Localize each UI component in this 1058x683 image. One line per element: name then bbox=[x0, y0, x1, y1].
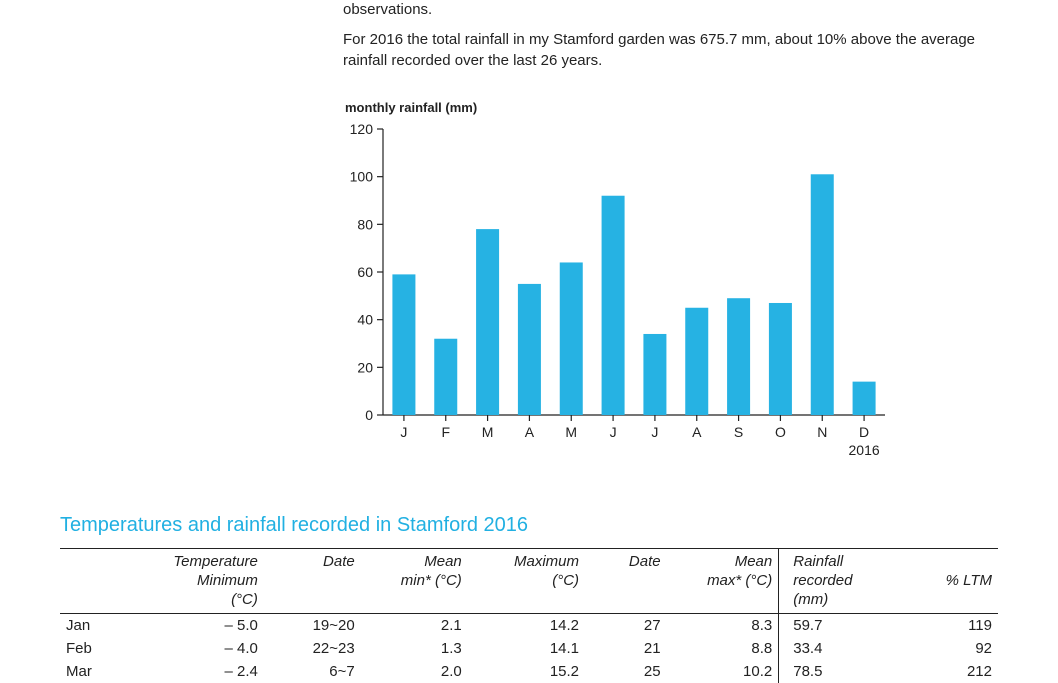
table-cell: – 4.0 bbox=[111, 637, 264, 660]
table-cell: 6~7 bbox=[264, 660, 361, 683]
intro-text-1: observations. bbox=[343, 0, 983, 20]
table-cell: 92 bbox=[911, 637, 998, 660]
table-cell: 8.8 bbox=[667, 637, 779, 660]
table-head: Temperature Minimum(°C) Date Meanmin* (°… bbox=[60, 549, 998, 614]
th-ltm: % LTM bbox=[911, 549, 998, 614]
th-meanmax: Meanmax* (°C) bbox=[667, 549, 779, 614]
table-cell: Feb bbox=[60, 637, 111, 660]
th-tempmin: Temperature Minimum(°C) bbox=[111, 549, 264, 614]
svg-text:A: A bbox=[525, 424, 535, 440]
section-title: Temperatures and rainfall recorded in St… bbox=[60, 514, 528, 537]
svg-text:2016: 2016 bbox=[849, 442, 880, 458]
table-cell: 59.7 bbox=[779, 614, 912, 638]
svg-text:M: M bbox=[482, 424, 494, 440]
svg-text:S: S bbox=[734, 424, 743, 440]
table-cell: 10.2 bbox=[667, 660, 779, 683]
svg-text:120: 120 bbox=[350, 121, 374, 137]
th-rain: Rainfall recorded(mm) bbox=[779, 549, 912, 614]
table-cell: 27 bbox=[585, 614, 667, 638]
data-table: Temperature Minimum(°C) Date Meanmin* (°… bbox=[60, 548, 998, 683]
table-cell: 14.1 bbox=[468, 637, 585, 660]
table-cell: 2.1 bbox=[361, 614, 468, 638]
table-cell: 15.2 bbox=[468, 660, 585, 683]
svg-text:J: J bbox=[651, 424, 658, 440]
intro-block: observations. For 2016 the total rainfal… bbox=[343, 0, 983, 81]
svg-text:O: O bbox=[775, 424, 786, 440]
table-cell: – 2.4 bbox=[111, 660, 264, 683]
table-cell: 14.2 bbox=[468, 614, 585, 638]
svg-text:100: 100 bbox=[350, 169, 374, 185]
table-cell: 19~20 bbox=[264, 614, 361, 638]
table-cell: – 5.0 bbox=[111, 614, 264, 638]
table-cell: 22~23 bbox=[264, 637, 361, 660]
table-cell: 25 bbox=[585, 660, 667, 683]
svg-text:M: M bbox=[565, 424, 577, 440]
th-date1: Date bbox=[264, 549, 361, 614]
svg-text:F: F bbox=[441, 424, 450, 440]
table-cell: Mar bbox=[60, 660, 111, 683]
bar-chart-svg: 0 20 40 60 80 100 120 J F M A M J J A S O N D 2016 bbox=[335, 119, 895, 459]
table-row: Feb– 4.022~231.314.1218.833.492 bbox=[60, 637, 998, 660]
table-cell: 212 bbox=[911, 660, 998, 683]
svg-text:D: D bbox=[859, 424, 869, 440]
table-cell: 78.5 bbox=[779, 660, 912, 683]
table-body: Jan– 5.019~202.114.2278.359.7119Feb– 4.0… bbox=[60, 614, 998, 683]
table-cell: Jan bbox=[60, 614, 111, 638]
svg-text:40: 40 bbox=[357, 312, 373, 328]
svg-text:N: N bbox=[817, 424, 827, 440]
th-max: Maximum(°C) bbox=[468, 549, 585, 614]
table-cell: 8.3 bbox=[667, 614, 779, 638]
table-cell: 119 bbox=[911, 614, 998, 638]
svg-text:J: J bbox=[400, 424, 407, 440]
intro-text-2: For 2016 the total rainfall in my Stamfo… bbox=[343, 30, 983, 71]
table-row: Jan– 5.019~202.114.2278.359.7119 bbox=[60, 614, 998, 638]
table-cell: 2.0 bbox=[361, 660, 468, 683]
th-meanmin: Meanmin* (°C) bbox=[361, 549, 468, 614]
chart-caption: monthly rainfall (mm) bbox=[345, 100, 975, 115]
svg-text:60: 60 bbox=[357, 264, 373, 280]
th-month bbox=[60, 549, 111, 614]
svg-text:0: 0 bbox=[365, 407, 373, 423]
table-row: Mar– 2.46~72.015.22510.278.5212 bbox=[60, 660, 998, 683]
table-cell: 21 bbox=[585, 637, 667, 660]
table-cell: 1.3 bbox=[361, 637, 468, 660]
rainfall-chart: monthly rainfall (mm) 0 20 40 60 80 100 120 J F M… bbox=[335, 100, 975, 459]
th-date2: Date bbox=[585, 549, 667, 614]
svg-text:J: J bbox=[610, 424, 617, 440]
table-cell: 33.4 bbox=[779, 637, 912, 660]
svg-text:20: 20 bbox=[357, 359, 373, 375]
svg-text:A: A bbox=[692, 424, 702, 440]
svg-text:80: 80 bbox=[357, 216, 373, 232]
